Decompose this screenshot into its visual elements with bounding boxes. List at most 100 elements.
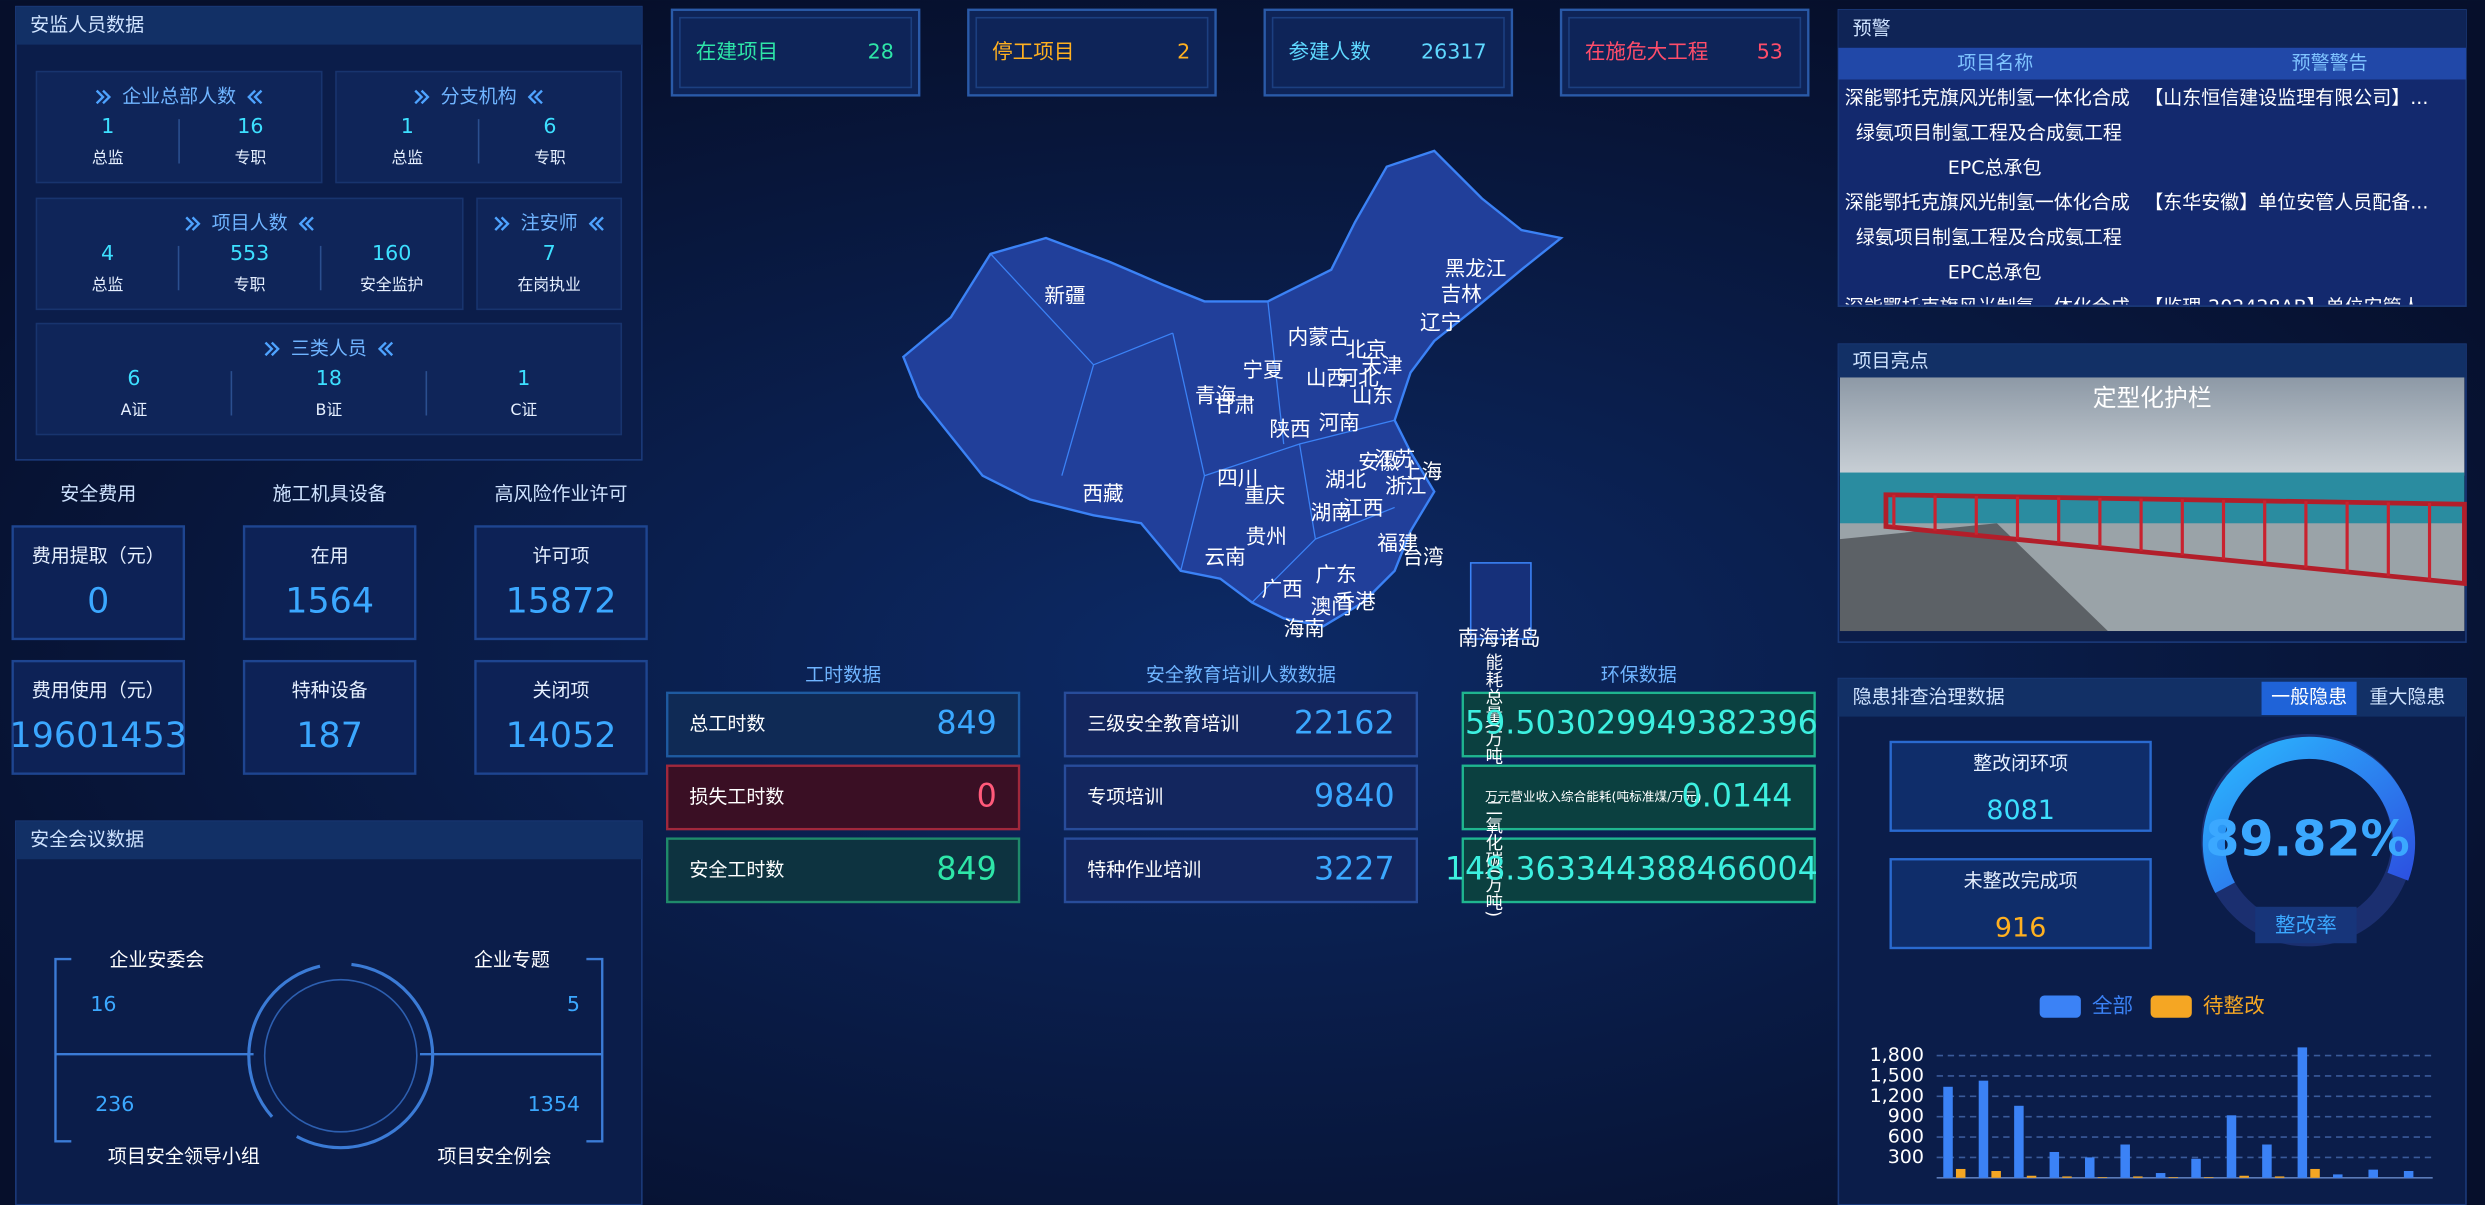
y-tick-label: 300 xyxy=(1888,1146,1924,1168)
province-label: 内蒙古 xyxy=(1288,325,1350,349)
top-tile xyxy=(1263,8,1514,97)
table-header xyxy=(1838,47,2466,80)
meeting-value: 16 xyxy=(90,992,116,1016)
panel-title: 安全教育培训人数数据 xyxy=(1146,664,1336,686)
metric-label: 安全工时数 xyxy=(689,859,784,881)
group-value: 18 xyxy=(316,366,342,390)
project-name: 绿氨项目制氢工程及合成氨工程 xyxy=(1856,226,2122,248)
tile-value: 53 xyxy=(1757,40,1783,64)
group-label: C证 xyxy=(510,400,537,419)
photo-caption: 定型化护栏 xyxy=(2093,384,2212,412)
bar xyxy=(2274,1176,2285,1178)
group-value: 7 xyxy=(543,241,556,265)
metric-box xyxy=(666,691,1021,758)
panel-title: 隐患排查治理数据 xyxy=(1853,686,2005,708)
province-label: 贵州 xyxy=(1246,525,1287,549)
stat-label: 在用 xyxy=(311,545,349,567)
bar xyxy=(2239,1175,2249,1178)
metric-label: 特种作业培训 xyxy=(1087,859,1201,881)
china-map xyxy=(901,149,1564,628)
province-label: 湖北 xyxy=(1325,467,1367,491)
ring-decoration xyxy=(263,978,418,1133)
panel-header xyxy=(15,6,642,45)
province-label: 台湾 xyxy=(1403,545,1444,569)
province-label: 吉林 xyxy=(1441,282,1482,306)
hazard-box xyxy=(1889,858,2152,950)
bar xyxy=(2310,1168,2320,1178)
tile-value: 28 xyxy=(868,40,894,64)
stat-title: 安全费用 xyxy=(60,483,136,505)
metric-value: 22162 xyxy=(1294,706,1395,742)
stat-value: 15872 xyxy=(506,582,617,622)
warning-text: 【监理-202428AB】单位安管人... xyxy=(2144,296,2439,318)
bar xyxy=(2014,1105,2024,1178)
chevron-icon xyxy=(264,341,280,357)
hazard-value: 916 xyxy=(1995,912,2046,943)
metric-box xyxy=(1063,691,1419,758)
metric-label: 总工时数 xyxy=(689,713,765,735)
metric-value: 3227 xyxy=(1314,851,1395,887)
tab-label[interactable]: 一般隐患 xyxy=(2271,686,2347,708)
group-value: 6 xyxy=(127,366,140,390)
province-label: 江苏 xyxy=(1374,447,1415,471)
bar xyxy=(2133,1176,2143,1178)
meeting-label: 企业专题 xyxy=(474,949,550,971)
group-value: 4 xyxy=(101,241,114,265)
group-label: B证 xyxy=(316,400,343,419)
bar xyxy=(2049,1151,2060,1178)
chevron-icon xyxy=(95,89,112,105)
tab[interactable] xyxy=(2261,681,2357,716)
legend-swatch xyxy=(2150,995,2192,1018)
project-name: 深能鄂托克旗风光制氢一体化合成 xyxy=(1845,87,2130,109)
y-tick-label: 600 xyxy=(1888,1126,1924,1148)
group-value: 1 xyxy=(401,114,414,138)
tile-inner xyxy=(679,16,913,89)
group-label: 专职 xyxy=(235,148,267,167)
province-label: 南海诸岛 xyxy=(1458,626,1540,650)
tile-label: 在施危大工程 xyxy=(1585,40,1709,64)
gauge-label: 整改率 xyxy=(2275,913,2337,937)
province-label: 福建 xyxy=(1377,531,1418,555)
group-label: 总监 xyxy=(391,148,423,167)
group-value: 1 xyxy=(517,366,530,390)
metric-label: 三级安全教育培训 xyxy=(1087,713,1239,735)
bar xyxy=(2062,1176,2072,1178)
group-label: 总监 xyxy=(92,148,124,167)
province-label: 青海 xyxy=(1195,383,1236,407)
group-title: 企业总部人数 xyxy=(122,85,236,107)
group-value: 553 xyxy=(230,241,269,265)
tile-value: 2 xyxy=(1177,40,1190,64)
bar xyxy=(2026,1175,2037,1178)
stat-box xyxy=(242,659,417,775)
stat-label: 关闭项 xyxy=(533,680,590,702)
province-label: 广西 xyxy=(1262,577,1303,601)
photo-road xyxy=(1839,523,2108,632)
meeting-label: 项目安全领导小组 xyxy=(108,1146,260,1168)
project-name: 深能鄂托克旗风光制氢一体化合成 xyxy=(1845,192,2130,214)
bar xyxy=(1991,1170,2001,1178)
y-tick-label: 1,500 xyxy=(1870,1064,1924,1086)
group-value: 1 xyxy=(101,114,114,138)
group-box xyxy=(35,197,464,311)
frame-decoration xyxy=(54,957,604,1143)
province-label: 新疆 xyxy=(1044,284,1085,308)
tab-label[interactable]: 重大隐患 xyxy=(2369,686,2445,708)
metric-value: 0.0144 xyxy=(1682,778,1793,814)
panel-title: 安全会议数据 xyxy=(30,829,144,851)
pill xyxy=(2255,906,2357,944)
ring-decoration xyxy=(247,962,435,1150)
province-label: 广东 xyxy=(1315,563,1356,587)
chevron-icon xyxy=(494,216,510,231)
chevron-icon xyxy=(527,89,543,105)
stat-value: 1564 xyxy=(285,582,374,622)
panel xyxy=(15,820,643,1205)
group-box xyxy=(35,322,623,436)
hazard-label: 未整改完成项 xyxy=(1964,870,2078,892)
panel-title: 项目亮点 xyxy=(1853,350,1929,372)
bar xyxy=(1978,1080,1989,1178)
panel-title: 工时数据 xyxy=(805,664,881,686)
stat-title: 施工机具设备 xyxy=(273,483,387,505)
panel-title: 预警 xyxy=(1853,17,1891,39)
metric-value: 0 xyxy=(977,778,997,814)
metric-value: 849 xyxy=(936,851,996,887)
